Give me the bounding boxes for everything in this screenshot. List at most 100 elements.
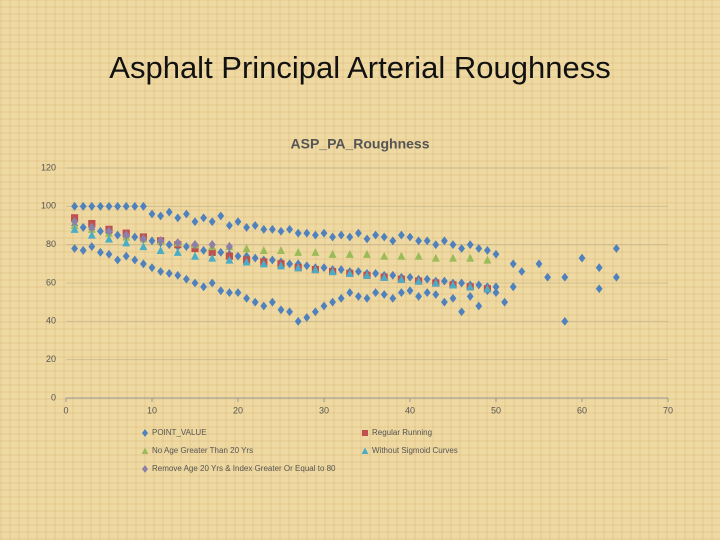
point: [260, 224, 268, 234]
point: [431, 278, 440, 287]
point: [251, 297, 259, 307]
point: [346, 232, 354, 242]
point: [320, 263, 328, 273]
point: [122, 230, 130, 240]
legend-marker: [361, 447, 369, 454]
point: [286, 224, 293, 234]
point: [397, 274, 406, 283]
point: [269, 297, 276, 307]
point: [561, 272, 569, 282]
point: [423, 288, 431, 298]
point: [363, 271, 371, 279]
point: [225, 241, 233, 252]
x-tick-label: 20: [233, 405, 243, 415]
point: [363, 249, 371, 258]
point: [140, 259, 147, 269]
point: [286, 307, 293, 317]
point: [441, 236, 448, 246]
point: [226, 221, 233, 230]
point: [595, 263, 603, 273]
point: [294, 263, 303, 272]
point: [423, 274, 431, 284]
point: [71, 201, 78, 211]
point: [208, 278, 216, 288]
point: [595, 284, 603, 294]
point: [535, 259, 543, 269]
point: [114, 230, 121, 240]
point: [243, 251, 250, 261]
point: [208, 248, 216, 256]
point: [441, 276, 448, 286]
point: [380, 232, 388, 242]
y-tick-label: 0: [51, 392, 56, 402]
point: [148, 209, 156, 219]
point: [355, 267, 362, 276]
y-tick-label: 100: [41, 201, 56, 211]
x-tick-label: 60: [577, 405, 587, 415]
point: [613, 244, 620, 253]
point: [398, 230, 405, 240]
point: [131, 232, 139, 242]
point: [415, 291, 422, 301]
point: [294, 228, 302, 238]
point: [380, 251, 389, 260]
point: [243, 222, 250, 232]
point: [337, 293, 345, 303]
x-tick-label: 50: [491, 405, 501, 415]
point: [578, 253, 586, 263]
point: [320, 301, 328, 311]
point: [200, 282, 207, 292]
point: [200, 245, 207, 255]
point: [484, 245, 491, 255]
point: [329, 297, 336, 307]
point: [183, 274, 190, 284]
point: [88, 222, 96, 233]
point: [234, 251, 242, 261]
legend-label: Without Sigmoid Curves: [372, 446, 458, 455]
point: [501, 297, 508, 307]
point: [389, 236, 397, 246]
legend-marker: [141, 447, 149, 454]
point: [139, 234, 147, 244]
point: [449, 280, 457, 289]
point: [165, 268, 173, 278]
point: [509, 282, 517, 292]
point: [380, 272, 389, 281]
point: [174, 213, 182, 223]
point: [225, 255, 234, 264]
point: [277, 226, 285, 236]
point: [458, 278, 465, 288]
y-tick-label: 120: [41, 162, 56, 172]
point: [518, 267, 526, 276]
x-tick-label: 70: [663, 405, 673, 415]
point: [217, 247, 225, 257]
legend-label: Remove Age 20 Yrs & Index Greater Or Equ…: [152, 464, 336, 473]
point: [414, 276, 423, 285]
point: [97, 226, 104, 236]
point: [355, 228, 362, 238]
point: [88, 242, 96, 252]
point: [363, 293, 371, 303]
point: [415, 236, 422, 246]
x-tick-label: 10: [147, 405, 157, 415]
point: [431, 253, 440, 262]
point: [380, 290, 388, 299]
point: [260, 301, 268, 311]
point: [294, 248, 303, 256]
legend-label: Regular Running: [372, 428, 432, 437]
x-tick-label: 40: [405, 405, 415, 415]
point: [398, 288, 405, 298]
x-tick-label: 30: [319, 405, 329, 415]
point: [414, 251, 423, 260]
point: [372, 268, 379, 278]
point: [483, 284, 492, 293]
point: [70, 225, 79, 233]
point: [269, 224, 276, 234]
point: [157, 211, 164, 221]
point: [372, 230, 379, 240]
point: [191, 239, 199, 250]
point: [242, 244, 251, 253]
point: [114, 255, 121, 265]
point: [294, 316, 302, 326]
